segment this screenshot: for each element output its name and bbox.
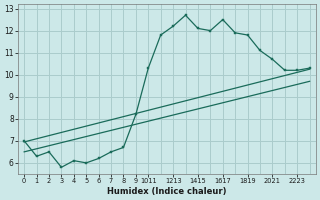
- X-axis label: Humidex (Indice chaleur): Humidex (Indice chaleur): [107, 187, 227, 196]
